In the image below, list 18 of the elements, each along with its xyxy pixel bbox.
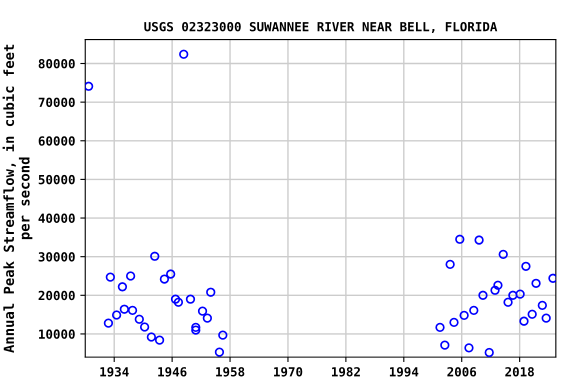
y-tick-label: 60000 [38, 136, 75, 146]
x-tick-label: 1934 [100, 367, 129, 377]
x-tick-label: 2006 [447, 367, 476, 377]
y-tick-label: 50000 [38, 174, 75, 184]
y-axis-title: Annual Peak Streamflow, in cubic feet per second [2, 44, 32, 353]
x-tick-label: 1982 [332, 367, 360, 377]
y-tick-label: 80000 [38, 58, 75, 68]
chart-title: USGS 02323000 SUWANNEE RIVER NEAR BELL, FLORIDA [144, 22, 498, 33]
y-tick-label: 30000 [38, 252, 75, 262]
x-tick-label: 1946 [158, 367, 186, 377]
y-tick-label: 40000 [38, 214, 75, 223]
x-tick-label: 1994 [390, 367, 418, 377]
y-tick-label: 10000 [39, 329, 75, 339]
x-tick-label: 2018 [505, 367, 534, 377]
x-tick-label: 1970 [274, 367, 302, 377]
y-tick-label: 20000 [38, 290, 75, 300]
y-tick-label: 70000 [38, 98, 75, 108]
x-tick-label: 1958 [216, 367, 244, 377]
